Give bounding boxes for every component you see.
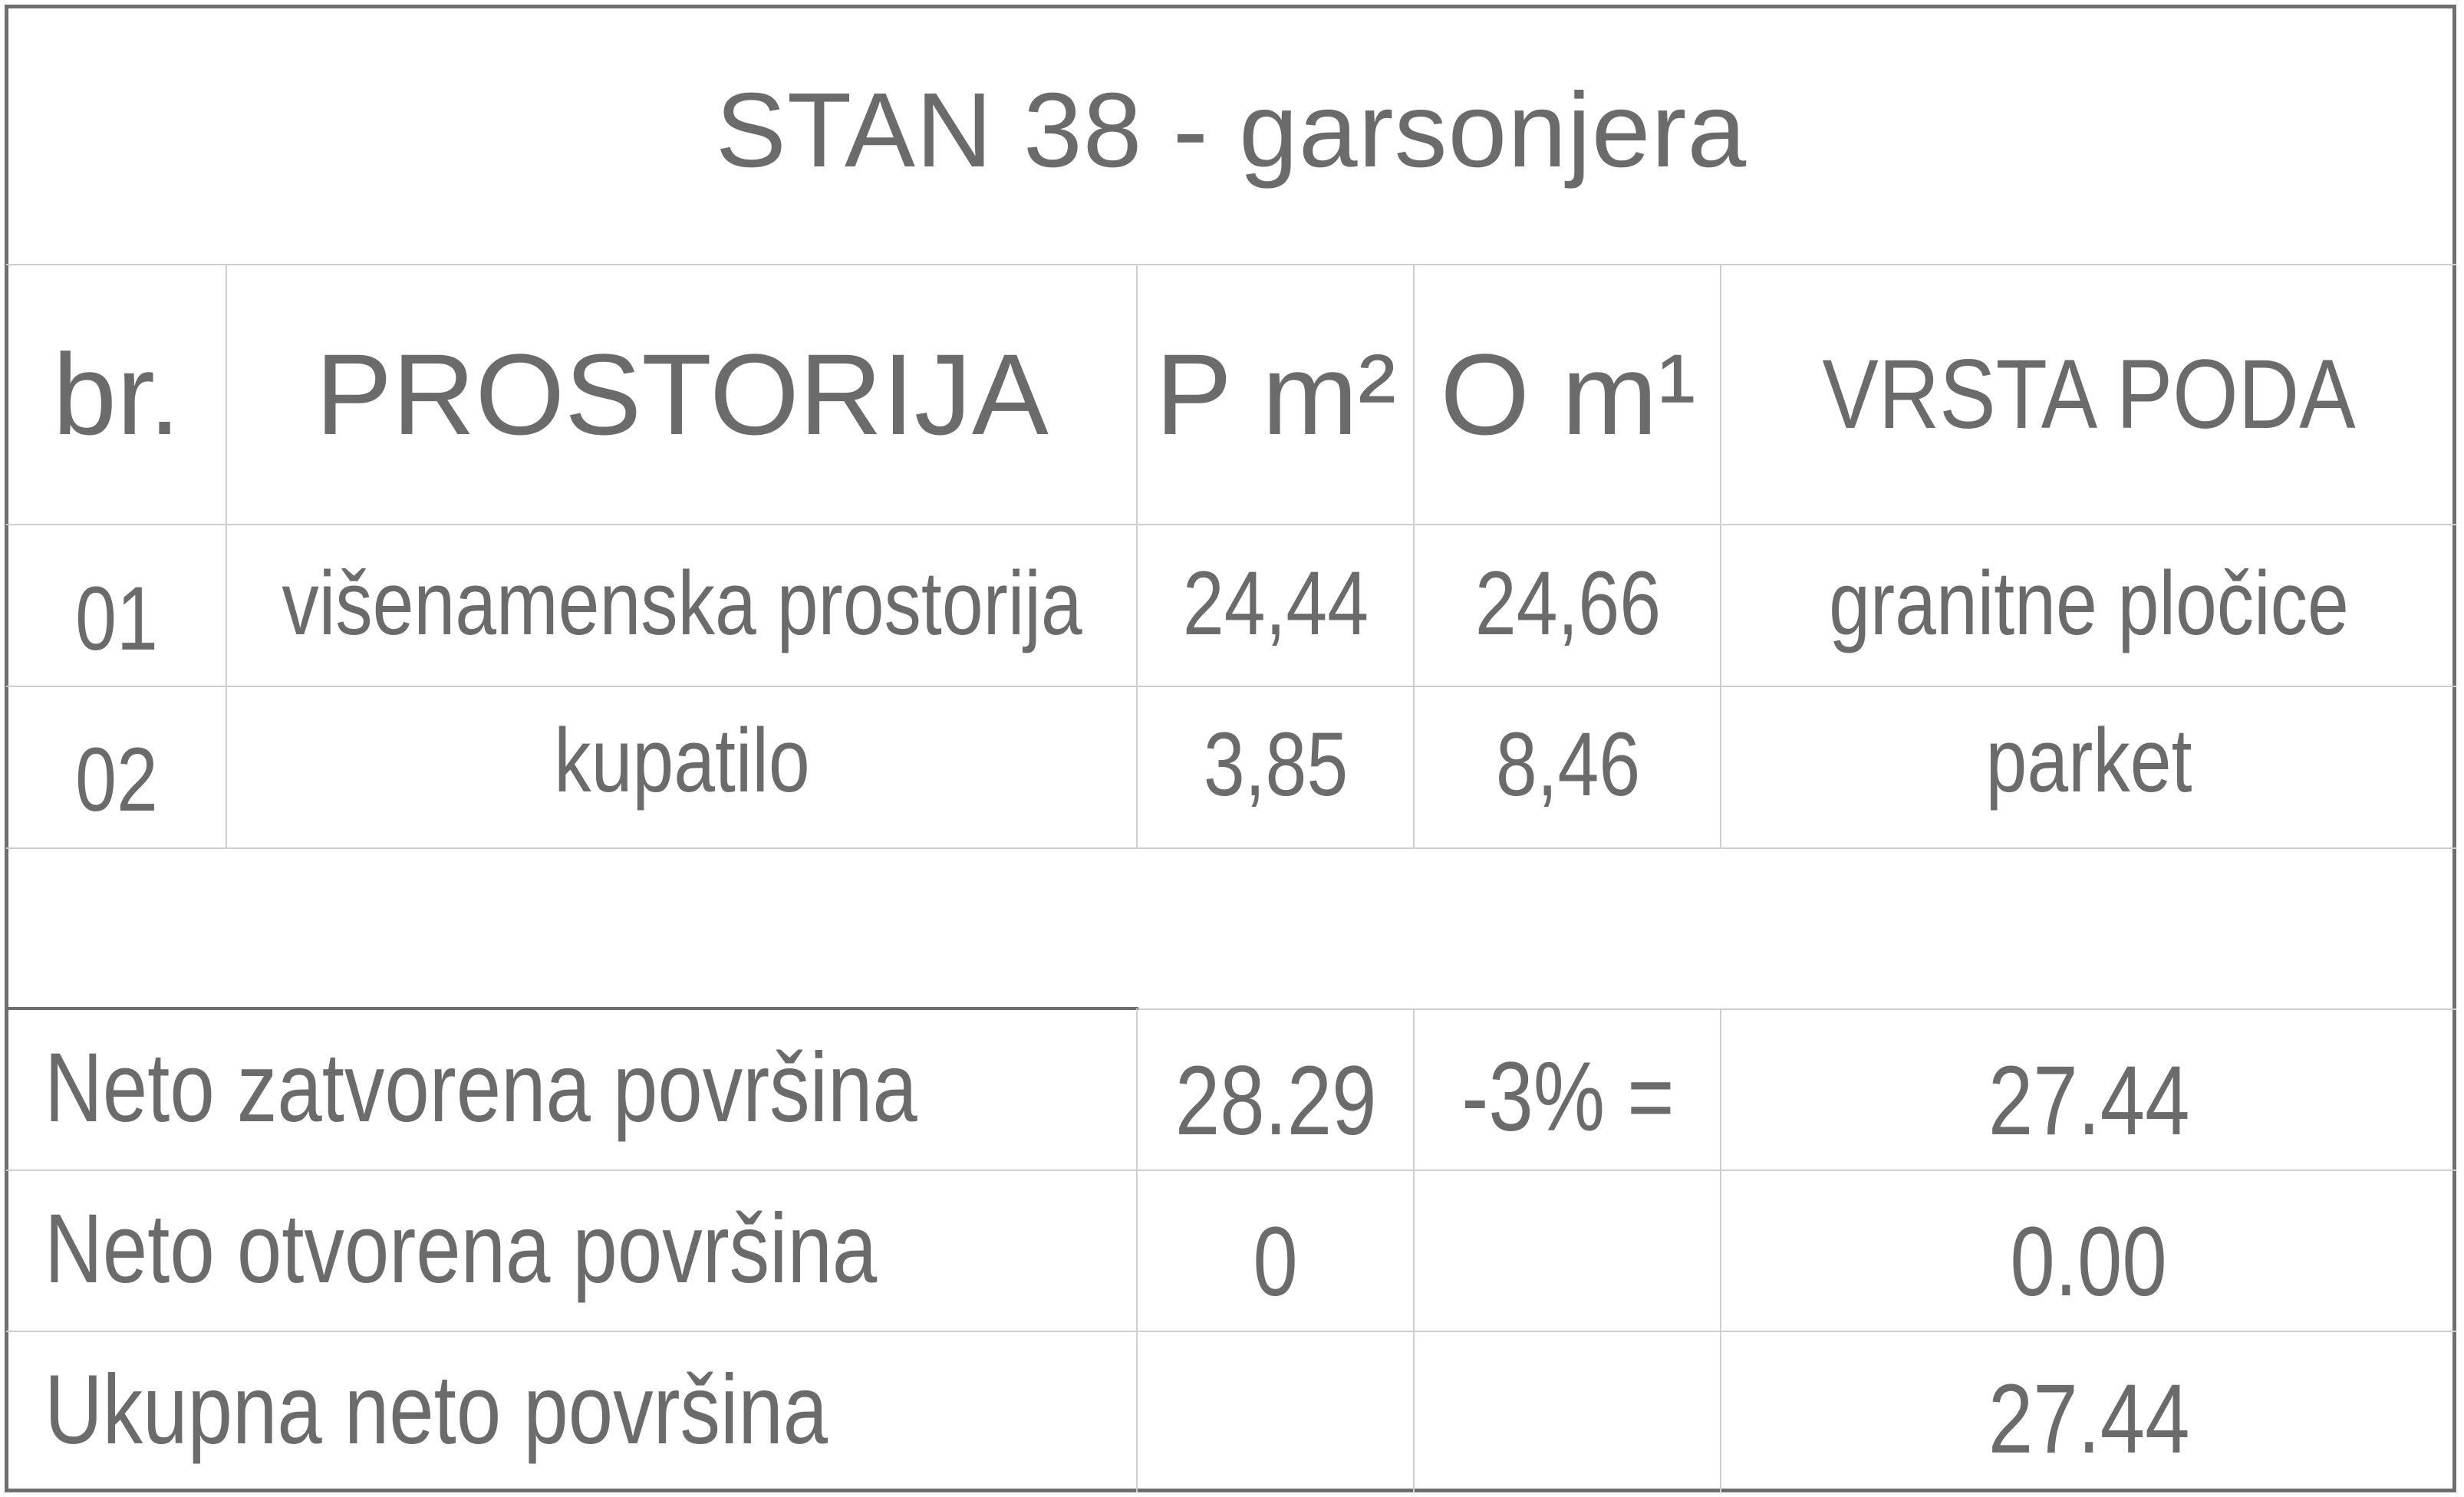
header-perimeter: O m¹	[1440, 329, 1696, 459]
divider-title	[6, 264, 2456, 265]
row-2-room: kupatilo	[554, 710, 810, 811]
row-1-perimeter: 24,66	[1474, 553, 1662, 654]
summary-3-label: Ukupna neto površina	[6, 1333, 1137, 1486]
summary-2-label-text: Neto otvorena površina	[44, 1193, 878, 1304]
divider-header	[6, 524, 2456, 525]
summary-3-total: 27.44	[1721, 1346, 2456, 1492]
summary-2-label: Neto otvorena površina	[6, 1172, 1137, 1325]
summary-1-factor-text: -3% =	[1461, 1041, 1675, 1152]
header-floor: VRSTA PODA	[1822, 339, 2356, 449]
divider-row-1	[6, 686, 2456, 687]
summary-1-label: Neto zatvorena površina	[6, 1011, 1137, 1164]
divider-summary-left	[6, 1007, 1138, 1010]
summary-1-area-text: 28.29	[1174, 1045, 1377, 1156]
table-frame	[5, 5, 2456, 1492]
divider-summary-1	[6, 1170, 2456, 1171]
summary-3-area	[1138, 1346, 1414, 1492]
summary-1-total: 27.44	[1721, 1028, 2456, 1173]
row-2-floor: parket	[1985, 710, 2192, 811]
header-no: br.	[52, 329, 181, 459]
header-room: PROSTORIJA	[315, 329, 1049, 459]
divider-row-2	[6, 847, 2456, 849]
summary-2-total-text: 0.00	[2010, 1206, 2168, 1317]
summary-3-total-text: 27.44	[1988, 1364, 2190, 1474]
summary-2-area-text: 0	[1253, 1206, 1299, 1317]
row-1-area: 24,44	[1182, 553, 1369, 654]
summary-3-factor	[1415, 1346, 1721, 1492]
header-area: P m²	[1155, 329, 1396, 459]
divider-summary-right	[1137, 1008, 2456, 1010]
summary-1-total-text: 27.44	[1988, 1045, 2190, 1156]
summary-1-label-text: Neto zatvorena površina	[44, 1032, 917, 1143]
page-title: STAN 38 - garsonjera	[715, 71, 1748, 189]
row-2-perimeter: 8,46	[1495, 714, 1641, 815]
column-divider-room-summary	[1136, 1008, 1138, 1492]
summary-2-factor	[1415, 1189, 1721, 1334]
row-1-room: višenamenska prostorija	[282, 553, 1082, 654]
summary-1-area: 28.29	[1138, 1028, 1414, 1173]
summary-3-label-text: Ukupna neto površina	[44, 1354, 828, 1465]
summary-2-area: 0	[1138, 1189, 1414, 1334]
row-2-no: 02	[75, 729, 158, 831]
divider-summary-2	[6, 1331, 2456, 1332]
row-2-area: 3,85	[1203, 714, 1349, 815]
column-divider-perimeter	[1720, 264, 1721, 847]
column-divider-room	[1136, 264, 1138, 847]
summary-2-total: 0.00	[1721, 1189, 2456, 1334]
row-1-floor: granitne pločice	[1829, 553, 2349, 654]
row-1-no: 01	[75, 568, 158, 670]
column-divider-area	[1413, 264, 1415, 847]
column-divider-no	[226, 264, 227, 847]
summary-1-factor: -3% =	[1415, 1024, 1721, 1170]
column-divider-perimeter-summary	[1720, 1008, 1721, 1492]
column-divider-area-summary	[1413, 1008, 1415, 1492]
